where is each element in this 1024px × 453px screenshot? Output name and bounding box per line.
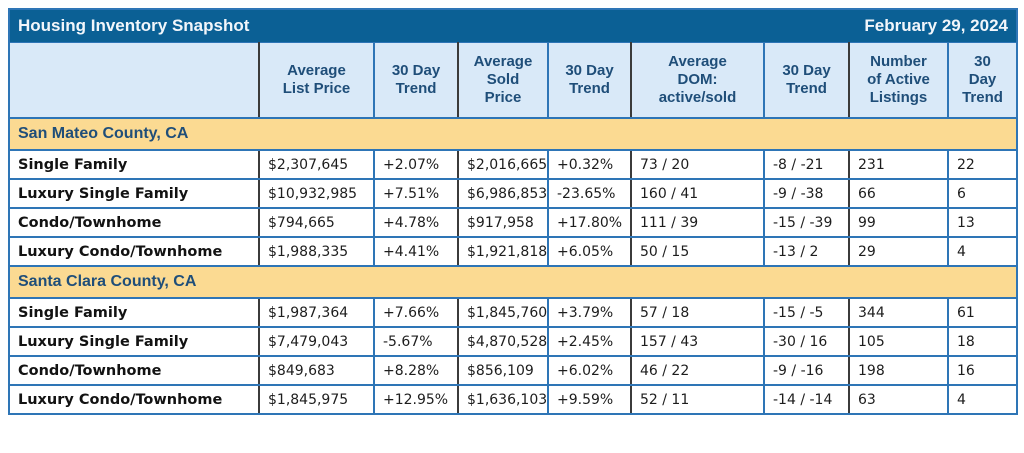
cell-avg-list-price: $1,987,364 bbox=[258, 298, 374, 328]
column-header-avg-dom: Average DOM: active/sold bbox=[630, 42, 764, 119]
cell-listings-trend: 4 bbox=[946, 237, 1018, 267]
cell-avg-sold-price: $1,636,103 bbox=[457, 385, 548, 415]
cell-avg-list-price: $7,479,043 bbox=[258, 327, 374, 357]
column-header-sold-trend: 30 Day Trend bbox=[547, 42, 631, 119]
cell-avg-list-price: $849,683 bbox=[258, 356, 374, 386]
cell-list-trend: +4.78% bbox=[373, 208, 458, 238]
cell-listings-trend: 13 bbox=[946, 208, 1018, 238]
column-header-active-listings: Number of Active Listings bbox=[848, 42, 948, 119]
cell-listings-trend: 18 bbox=[946, 327, 1018, 357]
cell-avg-dom: 157 / 43 bbox=[630, 327, 764, 357]
column-header-list-trend: 30 Day Trend bbox=[373, 42, 458, 119]
cell-avg-sold-price: $1,845,760 bbox=[457, 298, 548, 328]
column-header-row: Average List Price 30 Day Trend Average … bbox=[9, 42, 1018, 119]
cell-listings-trend: 22 bbox=[946, 150, 1018, 180]
row-label: Condo/Townhome bbox=[9, 356, 259, 386]
cell-dom-trend: -30 / 16 bbox=[763, 327, 849, 357]
cell-avg-dom: 73 / 20 bbox=[630, 150, 764, 180]
column-header-empty bbox=[9, 42, 259, 119]
cell-active-listings: 29 bbox=[848, 237, 948, 267]
cell-dom-trend: -9 / -16 bbox=[763, 356, 849, 386]
cell-dom-trend: -9 / -38 bbox=[763, 179, 849, 209]
cell-list-trend: +7.66% bbox=[373, 298, 458, 328]
cell-dom-trend: -15 / -39 bbox=[763, 208, 849, 238]
cell-list-trend: +4.41% bbox=[373, 237, 458, 267]
cell-list-trend: +7.51% bbox=[373, 179, 458, 209]
cell-listings-trend: 6 bbox=[946, 179, 1018, 209]
section-header-san-mateo: San Mateo County, CA bbox=[9, 117, 1018, 151]
cell-sold-trend: +17.80% bbox=[547, 208, 631, 238]
cell-active-listings: 105 bbox=[848, 327, 948, 357]
report-date: February 29, 2024 bbox=[864, 16, 1009, 35]
cell-active-listings: 66 bbox=[848, 179, 948, 209]
row-label: Luxury Condo/Townhome bbox=[9, 385, 259, 415]
housing-inventory-report: Housing Inventory Snapshot February 29, … bbox=[8, 8, 1019, 415]
cell-avg-sold-price: $2,016,665 bbox=[457, 150, 548, 180]
cell-active-listings: 344 bbox=[848, 298, 948, 328]
cell-list-trend: +8.28% bbox=[373, 356, 458, 386]
section-header-santa-clara: Santa Clara County, CA bbox=[9, 265, 1018, 299]
cell-sold-trend: +6.05% bbox=[547, 237, 631, 267]
cell-dom-trend: -8 / -21 bbox=[763, 150, 849, 180]
cell-avg-list-price: $1,845,975 bbox=[258, 385, 374, 415]
cell-avg-list-price: $2,307,645 bbox=[258, 150, 374, 180]
column-header-listings-trend: 30 Day Trend bbox=[946, 42, 1018, 119]
cell-active-listings: 99 bbox=[848, 208, 948, 238]
cell-list-trend: -5.67% bbox=[373, 327, 458, 357]
cell-sold-trend: +6.02% bbox=[547, 356, 631, 386]
cell-active-listings: 231 bbox=[848, 150, 948, 180]
column-header-dom-trend: 30 Day Trend bbox=[763, 42, 849, 119]
housing-inventory-table: Housing Inventory Snapshot February 29, … bbox=[8, 8, 1019, 415]
cell-sold-trend: +2.45% bbox=[547, 327, 631, 357]
table-row: Single Family $2,307,645 +2.07% $2,016,6… bbox=[9, 150, 1018, 180]
cell-listings-trend: 4 bbox=[946, 385, 1018, 415]
table-row: Single Family $1,987,364 +7.66% $1,845,7… bbox=[9, 298, 1018, 328]
cell-list-trend: +2.07% bbox=[373, 150, 458, 180]
table-row: Condo/Townhome $849,683 +8.28% $856,109 … bbox=[9, 356, 1018, 386]
table-title: Housing Inventory Snapshot bbox=[18, 16, 250, 35]
cell-active-listings: 198 bbox=[848, 356, 948, 386]
cell-dom-trend: -15 / -5 bbox=[763, 298, 849, 328]
cell-avg-list-price: $794,665 bbox=[258, 208, 374, 238]
table-row: Luxury Single Family $7,479,043 -5.67% $… bbox=[9, 327, 1018, 357]
table-row: Luxury Condo/Townhome $1,988,335 +4.41% … bbox=[9, 237, 1018, 267]
cell-avg-sold-price: $856,109 bbox=[457, 356, 548, 386]
cell-avg-dom: 52 / 11 bbox=[630, 385, 764, 415]
cell-sold-trend: +0.32% bbox=[547, 150, 631, 180]
cell-avg-sold-price: $1,921,818 bbox=[457, 237, 548, 267]
cell-avg-sold-price: $4,870,528 bbox=[457, 327, 548, 357]
cell-avg-dom: 160 / 41 bbox=[630, 179, 764, 209]
cell-avg-dom: 50 / 15 bbox=[630, 237, 764, 267]
row-label: Luxury Condo/Townhome bbox=[9, 237, 259, 267]
cell-avg-list-price: $1,988,335 bbox=[258, 237, 374, 267]
cell-list-trend: +12.95% bbox=[373, 385, 458, 415]
table-row: Condo/Townhome $794,665 +4.78% $917,958 … bbox=[9, 208, 1018, 238]
row-label: Single Family bbox=[9, 150, 259, 180]
cell-active-listings: 63 bbox=[848, 385, 948, 415]
cell-sold-trend: +9.59% bbox=[547, 385, 631, 415]
table-row: Luxury Single Family $10,932,985 +7.51% … bbox=[9, 179, 1018, 209]
row-label: Luxury Single Family bbox=[9, 327, 259, 357]
cell-dom-trend: -13 / 2 bbox=[763, 237, 849, 267]
cell-avg-dom: 46 / 22 bbox=[630, 356, 764, 386]
cell-sold-trend: -23.65% bbox=[547, 179, 631, 209]
cell-dom-trend: -14 / -14 bbox=[763, 385, 849, 415]
cell-avg-dom: 57 / 18 bbox=[630, 298, 764, 328]
column-header-avg-list-price: Average List Price bbox=[258, 42, 374, 119]
row-label: Luxury Single Family bbox=[9, 179, 259, 209]
cell-avg-sold-price: $6,986,853 bbox=[457, 179, 548, 209]
cell-sold-trend: +3.79% bbox=[547, 298, 631, 328]
row-label: Condo/Townhome bbox=[9, 208, 259, 238]
table-row: Luxury Condo/Townhome $1,845,975 +12.95%… bbox=[9, 385, 1018, 415]
cell-listings-trend: 16 bbox=[946, 356, 1018, 386]
row-label: Single Family bbox=[9, 298, 259, 328]
cell-listings-trend: 61 bbox=[946, 298, 1018, 328]
cell-avg-list-price: $10,932,985 bbox=[258, 179, 374, 209]
cell-avg-dom: 111 / 39 bbox=[630, 208, 764, 238]
cell-avg-sold-price: $917,958 bbox=[457, 208, 548, 238]
column-header-avg-sold-price: Average Sold Price bbox=[457, 42, 548, 119]
title-bar: Housing Inventory Snapshot February 29, … bbox=[9, 9, 1018, 43]
